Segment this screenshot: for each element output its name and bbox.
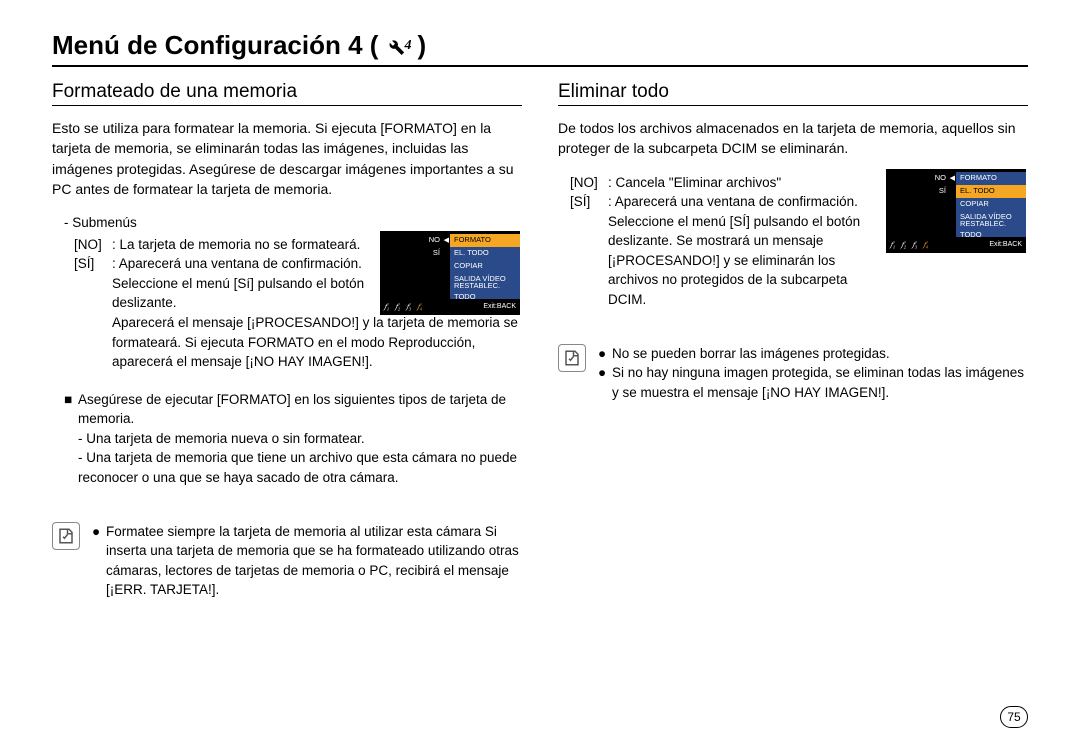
tip-a: No se pueden borrar las imágenes protegi…: [612, 344, 890, 364]
note-lead-text: Asegúrese de ejecutar [FORMATO] en los s…: [78, 390, 522, 429]
title-text-b: ): [417, 30, 426, 61]
lcd-icons: 𝑓₁𝑓₂𝑓₃𝑓₄: [890, 240, 928, 250]
tip-b: Si no hay ninguna imagen protegida, se e…: [612, 363, 1028, 402]
lcd-menu: COPIAR: [450, 260, 520, 273]
wrench-sub: 4: [404, 38, 411, 54]
page-title: Menú de Configuración 4 ( 4 ): [52, 30, 1028, 67]
lcd-icons: 𝑓₁𝑓₂𝑓₃𝑓₄: [384, 302, 422, 312]
no-val-wrap: : La tarjeta de memoria no se formateará…: [112, 235, 522, 255]
right-tip: ● No se pueden borrar las imágenes prote…: [558, 344, 1028, 403]
left-note: ■ Asegúrese de ejecutar [FORMATO] en los…: [52, 390, 522, 488]
r-opt-no: [NO] : Cancela "Eliminar archivos" NOFOR…: [570, 173, 1028, 193]
title-text-a: Menú de Configuración 4 (: [52, 30, 378, 61]
note-a: - Una tarjeta de memoria nueva o sin for…: [64, 429, 522, 449]
lcd-exit: Exit:BACK: [989, 240, 1022, 250]
lcd-menu: FORMATO: [450, 234, 520, 247]
page-number: 75: [1000, 706, 1028, 728]
no-key: [NO]: [74, 235, 112, 255]
tip-bullet: ● Si no hay ninguna imagen protegida, se…: [598, 363, 1028, 402]
opt-no: [NO] : La tarjeta de memoria no se forma…: [64, 235, 522, 255]
r-no-val: : Cancela "Eliminar archivos": [608, 175, 781, 190]
lcd-menu: EL. TODO: [450, 247, 520, 260]
r-si-key: [SÍ]: [570, 192, 608, 309]
left-intro: Esto se utiliza para formatear la memori…: [52, 118, 522, 199]
r-no-val-wrap: : Cancela "Eliminar archivos" NOFORMATO …: [608, 173, 1028, 193]
r-no-key: [NO]: [570, 173, 608, 193]
square-bullet-icon: ■: [64, 390, 78, 429]
lcd-bottom: 𝑓₁𝑓₂𝑓₃𝑓₄ Exit:BACK: [886, 237, 1026, 253]
tip-bullet: ● Formatee siempre la tarjeta de memoria…: [92, 522, 522, 600]
lcd-menu: FORMATO: [956, 172, 1026, 185]
note-lead: ■ Asegúrese de ejecutar [FORMATO] en los…: [64, 390, 522, 429]
right-submenus: [NO] : Cancela "Eliminar archivos" NOFOR…: [558, 173, 1028, 310]
lcd-opt: SÍ: [886, 186, 956, 197]
lcd-opt: NO: [380, 235, 450, 246]
no-val: : La tarjeta de memoria no se formateará…: [112, 237, 360, 252]
lcd-screenshot-right: NOFORMATO SÍEL. TODO COPIAR SALIDA VÍDEO…: [886, 169, 1026, 253]
note-icon: [52, 522, 80, 550]
dot-icon: ●: [92, 522, 106, 600]
si-key: [SÍ]: [74, 254, 112, 313]
lcd-bottom: 𝑓₁𝑓₂𝑓₃𝑓₄ Exit:BACK: [380, 299, 520, 315]
left-column: Formateado de una memoria Esto se utiliz…: [52, 81, 522, 600]
note-b: - Una tarjeta de memoria que tiene un ar…: [64, 448, 522, 487]
right-heading: Eliminar todo: [558, 81, 1028, 106]
lcd-screenshot-left: NOFORMATO SÍEL. TODO COPIAR SALIDA VÍDEO…: [380, 231, 520, 315]
lcd-menu: RESTABLEC. TODO: [450, 286, 520, 299]
lcd-menu: RESTABLEC. TODO: [956, 224, 1026, 237]
tip-body: ● No se pueden borrar las imágenes prote…: [598, 344, 1028, 403]
lcd-opt: SÍ: [380, 248, 450, 259]
lcd-menu: COPIAR: [956, 198, 1026, 211]
wrench-4-icon: 4: [384, 35, 411, 57]
left-submenus: - Submenús [NO] : La tarjeta de memoria …: [52, 213, 522, 372]
dot-icon: ●: [598, 344, 612, 364]
dot-icon: ●: [598, 363, 612, 402]
tip-body: ● Formatee siempre la tarjeta de memoria…: [92, 522, 522, 600]
right-intro: De todos los archivos almacenados en la …: [558, 118, 1028, 159]
si-val: : Aparecerá una ventana de confirmación.…: [112, 256, 364, 310]
lcd-exit: Exit:BACK: [483, 302, 516, 312]
si-val2: Aparecerá el mensaje [¡PROCESANDO!] y la…: [112, 313, 522, 372]
lcd-opt: NO: [886, 173, 956, 184]
tip-bullet: ● No se pueden borrar las imágenes prote…: [598, 344, 1028, 364]
tip-text: Formatee siempre la tarjeta de memoria a…: [106, 522, 522, 600]
left-tip: ● Formatee siempre la tarjeta de memoria…: [52, 522, 522, 600]
lcd-menu: EL. TODO: [956, 185, 1026, 198]
right-column: Eliminar todo De todos los archivos alma…: [558, 81, 1028, 600]
columns: Formateado de una memoria Esto se utiliz…: [52, 81, 1028, 600]
left-heading: Formateado de una memoria: [52, 81, 522, 106]
note-icon: [558, 344, 586, 372]
opt-si2: Aparecerá el mensaje [¡PROCESANDO!] y la…: [64, 313, 522, 372]
